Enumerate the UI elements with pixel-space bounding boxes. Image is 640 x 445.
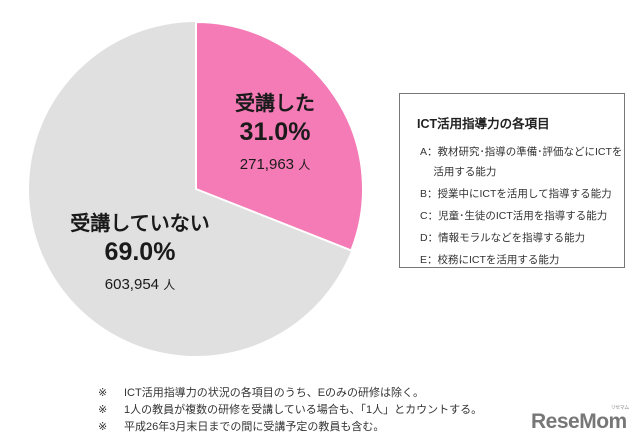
pie-chart: [29, 20, 364, 356]
pie-slice-taken: [195, 20, 364, 252]
legend-item-e: E：校務にICTを活用する能力: [420, 254, 560, 266]
footnote-3: ※ 平成26年3月末日までの間に受講予定の教員も含む。: [98, 419, 482, 436]
pie-slice-not-taken: [29, 22, 352, 356]
resemom-logo: ReseMom リセマム: [531, 405, 629, 433]
legend-item-a-cont: 活用する能力: [420, 166, 497, 178]
footnote-1: ※ ICT活用指導力の状況の各項目のうち、Eのみの研修は除く。: [98, 385, 482, 402]
label-taken-percent: 31.0%: [239, 118, 311, 146]
legend-item-b: B：授業中にICTを活用して指導する能力: [420, 188, 612, 200]
note-mark: ※: [98, 421, 108, 433]
label-taken: 受講した 31.0% 271,963 人: [210, 92, 340, 176]
legend-item-c: C：児童･生徒のICT活用を指導する能力: [420, 210, 608, 222]
label-not-taken-name: 受講していない: [70, 213, 210, 235]
note-mark: ※: [98, 404, 108, 416]
label-not-taken: 受講していない 69.0% 603,954 人: [60, 212, 220, 296]
footnote-2: ※ 1人の教員が複数の研修を受講している場合も、「1人」とカウントする。: [98, 402, 482, 419]
legend-item-d: D：情報モラルなどを指導する能力: [420, 232, 586, 244]
label-not-taken-percent: 69.0%: [104, 238, 176, 266]
logo-kana: リセマム: [610, 405, 630, 411]
legend-box: ICT活用指導力の各項目 A：教材研究･指導の準備･評価などにICTを 活用する…: [399, 93, 625, 268]
legend-title: ICT活用指導力の各項目: [417, 117, 550, 131]
label-not-taken-count: 603,954 人: [104, 276, 176, 293]
legend-item-a: A：教材研究･指導の準備･評価などにICTを: [420, 146, 623, 158]
label-taken-name: 受講した: [235, 93, 315, 115]
footnotes: ※ ICT活用指導力の状況の各項目のうち、Eのみの研修は除く。 ※ 1人の教員が複数…: [98, 385, 482, 436]
note-mark: ※: [98, 387, 108, 399]
label-taken-count: 271,963 人: [239, 156, 311, 173]
